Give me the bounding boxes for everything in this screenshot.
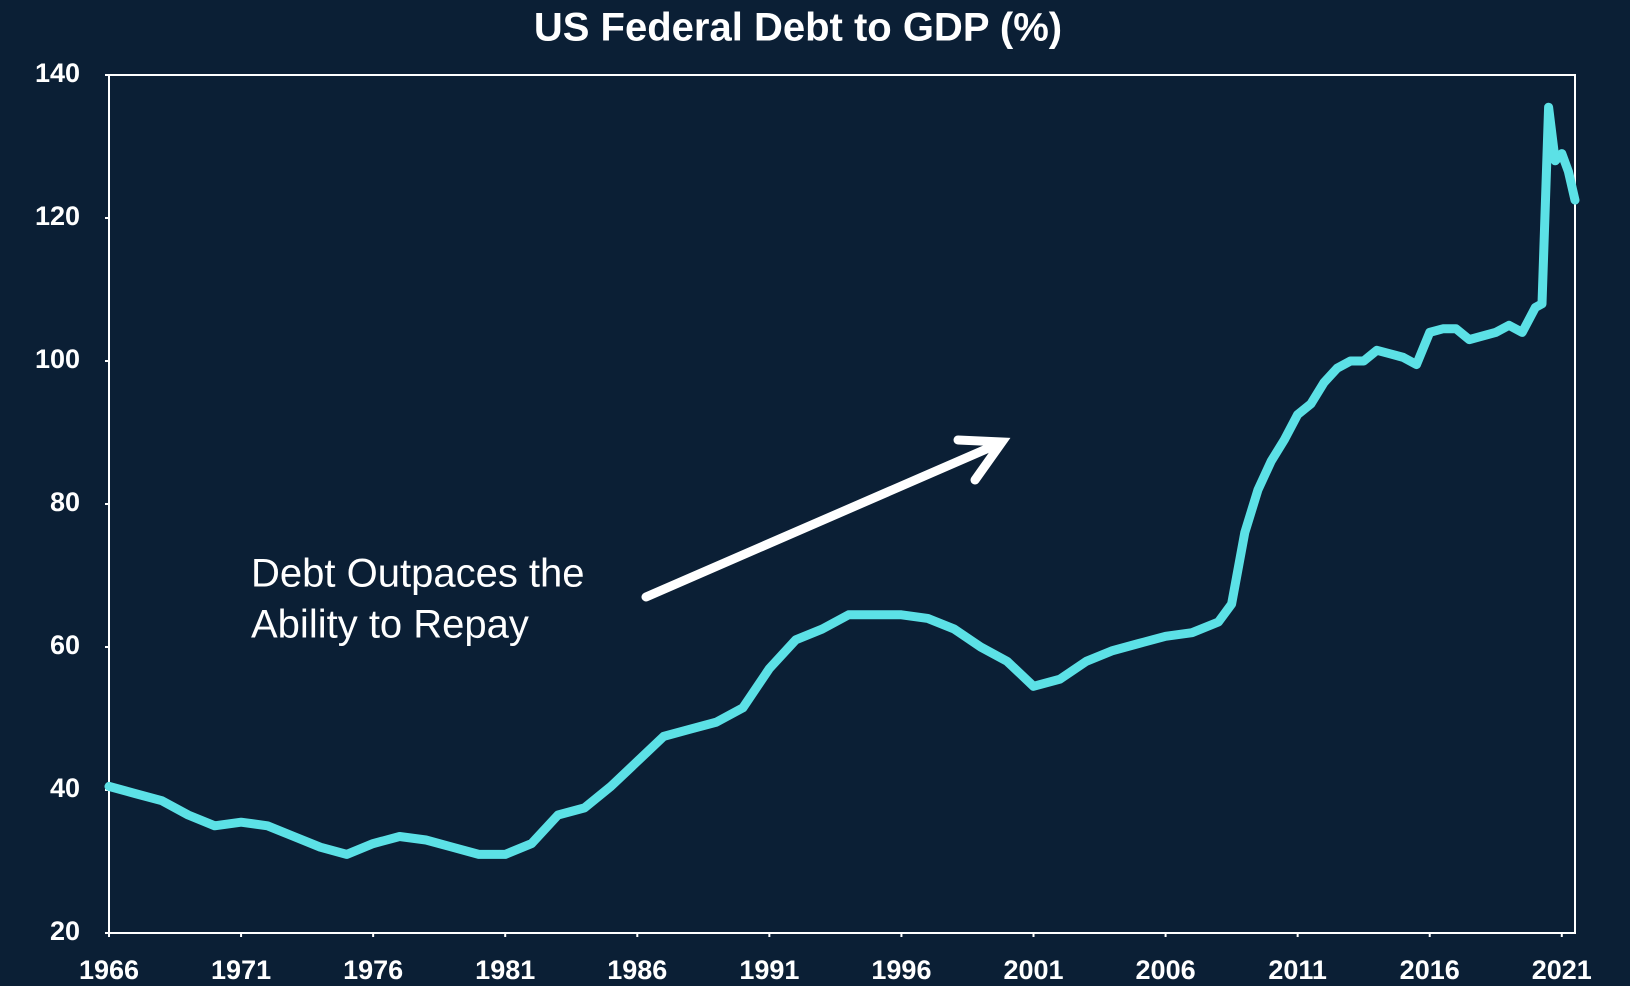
x-tick-label: 1996 [871,955,931,985]
x-tick-label: 1981 [475,955,535,985]
x-tick-label: 1976 [343,955,403,985]
x-tick-label: 2016 [1400,955,1460,985]
y-tick-label: 60 [50,630,80,660]
x-tick-label: 1966 [79,955,139,985]
x-tick-label: 1986 [607,955,667,985]
y-tick-label: 80 [50,487,80,517]
y-tick-label: 20 [50,916,80,946]
y-tick-label: 140 [35,58,80,88]
y-tick-label: 100 [35,344,80,374]
chart-title: US Federal Debt to GDP (%) [534,6,1062,50]
annotation: Ability to Repay [251,603,529,647]
y-tick-label: 40 [50,773,80,803]
annotation: Debt Outpaces the [251,552,585,596]
data-line [104,102,1580,859]
x-tick-label: 2011 [1268,955,1327,985]
x-tick-label: 1971 [211,955,271,985]
arrow [641,435,1011,602]
y-tick-label: 120 [35,201,80,231]
x-tick-label: 2001 [1003,955,1063,985]
x-tick-label: 2006 [1136,955,1196,985]
x-tick-label: 1991 [739,955,799,985]
x-tick-label: 2021 [1532,955,1592,985]
